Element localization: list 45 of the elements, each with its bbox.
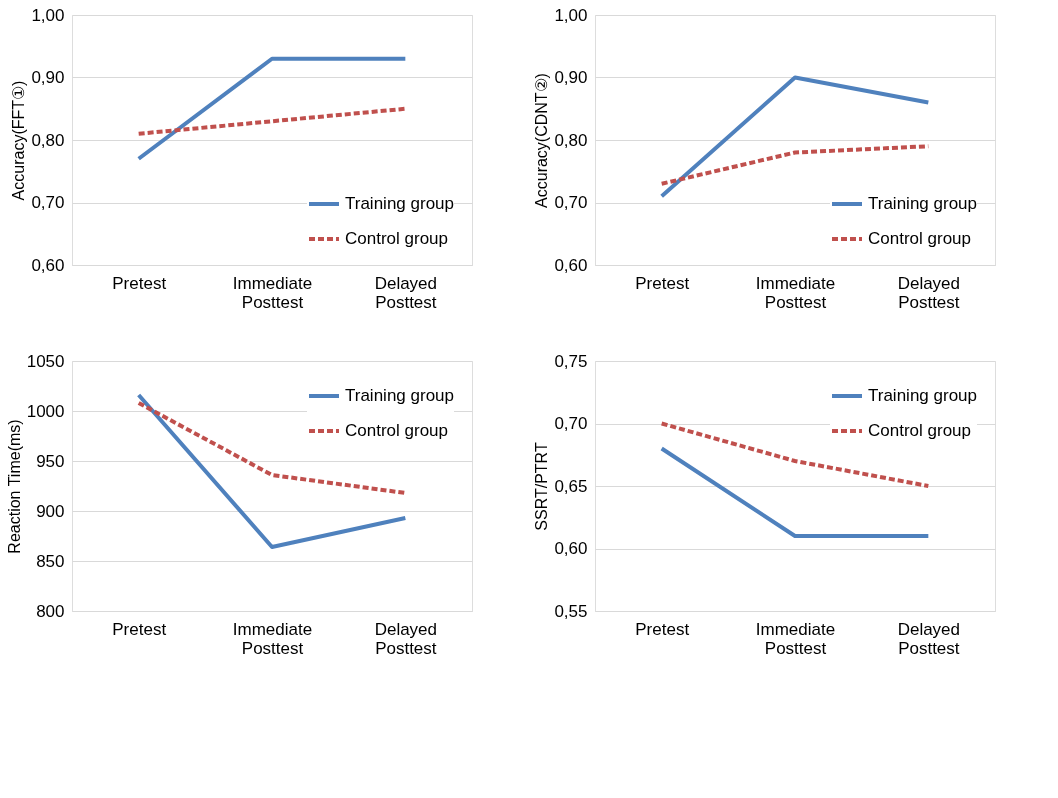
legend-label: Training group xyxy=(345,386,454,405)
y-tick-label: 0,60 xyxy=(31,255,65,275)
y-tick-label: 0,70 xyxy=(554,414,588,433)
legend-label: Control group xyxy=(345,421,449,440)
x-tick-label: Immediate Posttest xyxy=(755,619,836,658)
x-tick-label: Immediate Posttest xyxy=(232,619,313,658)
x-tick-label: Pretest xyxy=(112,619,167,639)
y-tick-label: 0,80 xyxy=(554,130,588,150)
y-tick-label: 0,80 xyxy=(31,130,65,150)
y-tick-label: 1,00 xyxy=(31,5,65,25)
y-tick-label: 1000 xyxy=(26,401,65,421)
x-tick-label: Delayed Posttest xyxy=(897,619,961,658)
y-tick-label: 0,60 xyxy=(554,539,588,558)
y-axis-title: Accuracy(FFT①) xyxy=(10,80,28,201)
y-tick-label: 0,70 xyxy=(31,193,65,212)
y-axis-title: Accuracy(CDNT②) xyxy=(533,73,551,208)
y-tick-label: 950 xyxy=(36,451,65,471)
y-tick-label: 900 xyxy=(36,501,65,521)
y-tick-label: 0,90 xyxy=(31,68,65,87)
y-tick-label: 0,60 xyxy=(554,255,588,275)
x-tick-label: Immediate Posttest xyxy=(755,273,836,312)
legend-label: Training group xyxy=(868,386,977,405)
legend-label: Control group xyxy=(868,421,972,440)
y-tick-label: 0,55 xyxy=(554,601,588,621)
legend-label: Control group xyxy=(345,229,449,248)
y-tick-label: 0,65 xyxy=(554,476,588,496)
y-tick-label: 0,75 xyxy=(554,351,588,371)
y-tick-label: 800 xyxy=(36,601,65,621)
y-tick-label: 1,00 xyxy=(554,5,588,25)
y-tick-label: 0,70 xyxy=(554,193,588,212)
y-axis-title: Reaction Time(ms) xyxy=(5,419,23,554)
legend-label: Control group xyxy=(868,229,972,248)
x-tick-label: Delayed Posttest xyxy=(897,273,961,312)
y-tick-label: 0,90 xyxy=(554,68,588,87)
legend-label: Training group xyxy=(345,194,454,213)
x-tick-label: Pretest xyxy=(112,273,167,293)
x-tick-label: Delayed Posttest xyxy=(374,619,438,658)
x-tick-label: Delayed Posttest xyxy=(374,273,438,312)
legend-label: Training group xyxy=(868,194,977,213)
y-tick-label: 850 xyxy=(36,551,65,571)
y-tick-label: 1050 xyxy=(26,351,65,371)
x-tick-label: Pretest xyxy=(635,273,690,293)
x-tick-label: Immediate Posttest xyxy=(232,273,313,312)
y-axis-title: SSRT/PTRT xyxy=(533,442,551,531)
x-tick-label: Pretest xyxy=(635,619,690,639)
